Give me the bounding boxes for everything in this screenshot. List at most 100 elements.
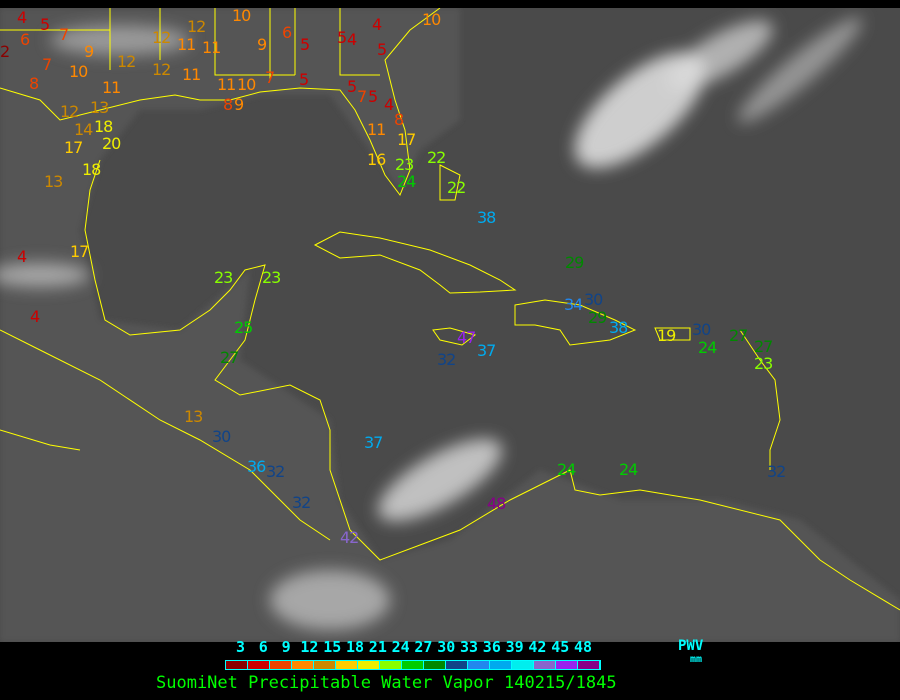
station-pwv-value: 9 xyxy=(257,35,267,54)
station-pwv-value: 34 xyxy=(564,295,583,314)
legend-tick: 36 xyxy=(482,638,501,656)
station-pwv-value: 5 xyxy=(40,15,50,34)
legend-tick: 30 xyxy=(437,638,456,656)
station-pwv-value: 4 xyxy=(30,307,40,326)
station-pwv-value: 30 xyxy=(212,427,231,446)
station-pwv-value: 37 xyxy=(364,433,383,452)
legend-swatch xyxy=(468,661,490,669)
legend-swatch xyxy=(380,661,402,669)
coastlines xyxy=(0,8,900,611)
station-pwv-value: 23 xyxy=(754,354,773,373)
station-pwv-value: 6 xyxy=(20,30,30,49)
legend-tick: 18 xyxy=(346,638,365,656)
station-pwv-value: 24 xyxy=(397,172,416,191)
station-pwv-value: 13 xyxy=(90,98,109,117)
station-pwv-value: 38 xyxy=(609,318,628,337)
legend-tick: 45 xyxy=(551,638,570,656)
legend-swatch xyxy=(402,661,424,669)
station-pwv-value: 12 xyxy=(152,28,171,47)
station-pwv-value: 22 xyxy=(447,178,466,197)
legend-tick: 33 xyxy=(460,638,479,656)
station-pwv-value: 7 xyxy=(59,25,69,44)
station-pwv-value: 10 xyxy=(422,10,441,29)
station-pwv-value: 9 xyxy=(84,42,94,61)
station-pwv-value: 5 xyxy=(300,35,310,54)
station-pwv-value: 29 xyxy=(565,253,584,272)
station-pwv-value: 11 xyxy=(202,38,221,57)
station-pwv-value: 8 xyxy=(394,110,404,129)
station-pwv-value: 32 xyxy=(266,462,285,481)
legend-swatch xyxy=(446,661,468,669)
station-pwv-value: 7 xyxy=(42,55,52,74)
station-pwv-value: 14 xyxy=(74,120,93,139)
station-pwv-value: 27 xyxy=(220,348,239,367)
station-pwv-value: 12 xyxy=(187,17,206,36)
station-pwv-value: 27 xyxy=(729,326,748,345)
station-pwv-value: 23 xyxy=(214,268,233,287)
station-pwv-value: 5 xyxy=(299,70,309,89)
station-pwv-value: 18 xyxy=(82,160,101,179)
station-pwv-value: 25 xyxy=(234,318,253,337)
legend-swatch xyxy=(226,661,248,669)
station-pwv-value: 17 xyxy=(64,138,83,157)
station-pwv-value: 20 xyxy=(102,134,121,153)
station-pwv-value: 29 xyxy=(588,308,607,327)
station-pwv-value: 2 xyxy=(0,42,10,61)
station-pwv-value: 24 xyxy=(619,460,638,479)
station-pwv-value: 36 xyxy=(247,457,266,476)
station-pwv-value: 18 xyxy=(94,117,113,136)
station-pwv-value: 24 xyxy=(557,460,576,479)
station-pwv-value: 7 xyxy=(357,87,367,106)
pwv-legend xyxy=(0,642,900,700)
legend-unit-label: PWV xyxy=(678,638,704,654)
station-pwv-value: 4 xyxy=(347,30,357,49)
station-pwv-value: 30 xyxy=(692,320,711,339)
station-pwv-value: 11 xyxy=(177,35,196,54)
station-pwv-value: 23 xyxy=(395,155,414,174)
station-pwv-value: 11 xyxy=(217,75,236,94)
legend-tick: 15 xyxy=(323,638,342,656)
legend-swatch xyxy=(336,661,358,669)
station-pwv-value: 13 xyxy=(184,407,203,426)
station-pwv-value: 12 xyxy=(60,102,79,121)
station-pwv-value: 10 xyxy=(237,75,256,94)
station-pwv-value: 32 xyxy=(292,493,311,512)
station-pwv-value: 22 xyxy=(427,148,446,167)
station-pwv-value: 19 xyxy=(657,326,676,345)
legend-swatch xyxy=(358,661,380,669)
legend-swatch xyxy=(248,661,270,669)
land-masses xyxy=(0,8,900,642)
station-pwv-value: 24 xyxy=(698,338,717,357)
station-pwv-value: 5 xyxy=(337,28,347,47)
legend-tick: 48 xyxy=(574,638,593,656)
station-pwv-value: 16 xyxy=(367,150,386,169)
station-pwv-value: 5 xyxy=(368,87,378,106)
legend-swatch xyxy=(578,661,600,669)
station-pwv-value: 37 xyxy=(477,341,496,360)
station-pwv-value: 4 xyxy=(17,247,27,266)
station-pwv-value: 47 xyxy=(457,328,476,347)
station-pwv-value: 13 xyxy=(44,172,63,191)
legend-tick: 21 xyxy=(368,638,387,656)
station-pwv-value: 38 xyxy=(477,208,496,227)
station-pwv-value: 7 xyxy=(265,68,275,87)
legend-swatch xyxy=(556,661,578,669)
map-title: SuomiNet Precipitable Water Vapor 140215… xyxy=(156,673,617,693)
legend-tick: 12 xyxy=(300,638,319,656)
station-pwv-value: 27 xyxy=(754,337,773,356)
legend-tick: 39 xyxy=(505,638,524,656)
station-pwv-value: 4 xyxy=(384,95,394,114)
station-pwv-value: 30 xyxy=(584,290,603,309)
cloud-bands xyxy=(0,17,863,630)
station-pwv-value: 11 xyxy=(102,78,121,97)
legend-swatch xyxy=(512,661,534,669)
station-pwv-value: 8 xyxy=(29,74,39,93)
satellite-map xyxy=(0,8,900,642)
legend-swatch xyxy=(270,661,292,669)
legend-swatch xyxy=(314,661,336,669)
legend-swatch xyxy=(490,661,512,669)
station-pwv-value: 48 xyxy=(487,494,506,513)
legend-tick: 9 xyxy=(281,638,291,656)
legend-swatch xyxy=(534,661,556,669)
